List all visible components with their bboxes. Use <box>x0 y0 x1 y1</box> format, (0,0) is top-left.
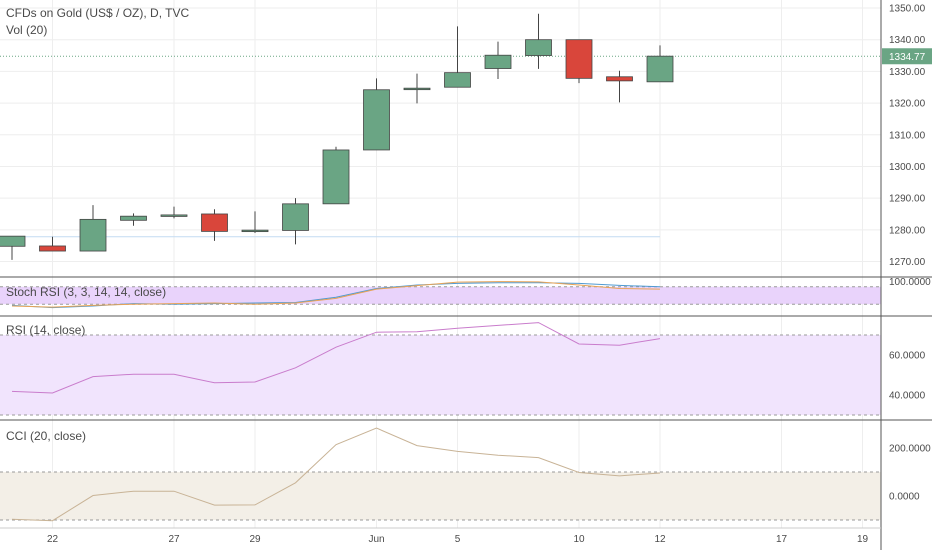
candle-body <box>201 213 228 232</box>
stoch-rsi-label: Stoch RSI (3, 3, 14, 14, close) <box>6 285 167 299</box>
rsi-tick-label: 40.0000 <box>889 391 926 402</box>
x-tick-label: 12 <box>654 534 666 545</box>
band-layer <box>0 286 881 521</box>
y-tick-label: 1310.00 <box>889 130 926 141</box>
candle-body <box>565 39 593 79</box>
candle-body <box>363 89 390 151</box>
y-tick-label: 1290.00 <box>889 194 926 205</box>
candle-body <box>120 215 147 221</box>
x-tick-label: 10 <box>573 534 585 545</box>
candle-body <box>282 203 309 231</box>
last-price-badge <box>882 48 932 65</box>
grid-layer <box>0 0 881 528</box>
y-tick-label: 1350.00 <box>889 4 926 15</box>
x-tick-label: 5 <box>455 534 461 545</box>
chart-title: CFDs on Gold (US$ / OZ), D, TVC <box>6 6 190 20</box>
candle-body <box>646 55 674 83</box>
candle-body <box>525 39 552 56</box>
rsi-band <box>0 335 881 415</box>
stoch-rsi-tick-label: 100.0000 <box>889 277 931 288</box>
y-tick-label: 1320.00 <box>889 99 926 110</box>
x-tick-label: 19 <box>857 534 869 545</box>
stoch-d-line <box>11 281 661 308</box>
rsi-tick-label: 60.0000 <box>889 351 926 362</box>
rsi-line <box>11 322 661 394</box>
series-layer <box>0 55 881 522</box>
volume-label: Vol (20) <box>6 23 48 37</box>
x-tick-label: Jun <box>368 534 384 545</box>
cci-band <box>0 472 881 520</box>
cci-label: CCI (20, close) <box>6 429 87 443</box>
candle-body <box>606 76 633 82</box>
candle-body <box>0 235 26 247</box>
y-tick-label: 1330.00 <box>889 67 926 78</box>
y-tick-label: 1280.00 <box>889 225 926 236</box>
candle-body <box>79 218 107 252</box>
rsi-label: RSI (14, close) <box>6 323 86 337</box>
x-tick-label: 29 <box>249 534 261 545</box>
cci-tick-label: 0.0000 <box>889 492 920 503</box>
last-price-label: 1334.77 <box>889 52 926 63</box>
y-tick-label: 1270.00 <box>889 257 926 268</box>
y-tick-label: 1300.00 <box>889 162 926 173</box>
stoch-rsi-band <box>0 286 881 305</box>
y-tick-label: 1340.00 <box>889 35 926 46</box>
candle-body <box>444 72 471 88</box>
candle-body <box>484 54 512 69</box>
candle-body <box>241 229 269 233</box>
cci-tick-label: 200.0000 <box>889 444 931 455</box>
candle-body <box>322 149 350 205</box>
candle-layer <box>0 13 674 260</box>
candle-body <box>403 87 431 91</box>
x-tick-label: 27 <box>168 534 180 545</box>
candle-body <box>39 245 66 252</box>
cci-line <box>11 427 661 522</box>
candle-body <box>160 214 188 217</box>
x-tick-label: 22 <box>47 534 59 545</box>
x-tick-label: 17 <box>776 534 788 545</box>
